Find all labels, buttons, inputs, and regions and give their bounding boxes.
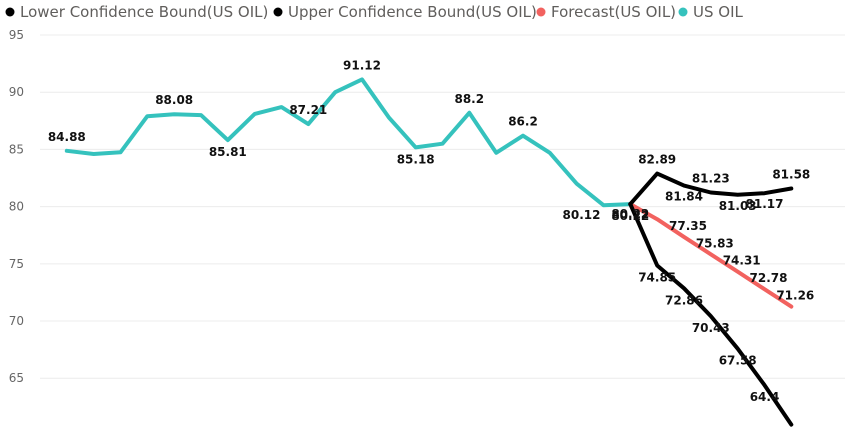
legend-marker-upper-bound bbox=[273, 7, 283, 17]
legend: Lower Confidence Bound(US OIL) Upper Con… bbox=[5, 3, 744, 21]
data-label: 77.35 bbox=[669, 219, 707, 233]
legend-marker-us-oil bbox=[678, 7, 688, 17]
data-label: 80.22 bbox=[611, 207, 649, 221]
data-label: 70.43 bbox=[692, 321, 730, 335]
data-label: 75.83 bbox=[696, 236, 734, 250]
legend-label-upper-bound: Upper Confidence Bound(US OIL) bbox=[288, 3, 537, 21]
legend-marker-lower-bound bbox=[5, 7, 15, 17]
y-tick-label: 95 bbox=[9, 28, 24, 42]
data-label: 81.84 bbox=[665, 190, 703, 204]
data-label: 81.17 bbox=[746, 197, 784, 211]
data-label: 84.88 bbox=[48, 130, 86, 144]
y-tick-label: 90 bbox=[9, 85, 24, 99]
y-tick-label: 65 bbox=[9, 371, 24, 385]
legend-label-forecast: Forecast(US OIL) bbox=[551, 3, 676, 21]
data-label: 85.18 bbox=[397, 152, 435, 166]
data-label: 80.22 bbox=[611, 209, 649, 223]
y-axis: 65 70 75 80 85 90 95 bbox=[9, 28, 24, 385]
data-label: 86.2 bbox=[508, 115, 538, 129]
data-label: 71.26 bbox=[776, 289, 814, 303]
series-line-us-oil[interactable] bbox=[64, 77, 633, 208]
y-tick-label: 80 bbox=[9, 200, 24, 214]
legend-label-us-oil: US OIL bbox=[693, 3, 743, 21]
gridlines bbox=[40, 34, 845, 379]
data-label: 85.81 bbox=[209, 145, 247, 159]
legend-item-forecast[interactable]: Forecast(US OIL) bbox=[536, 3, 677, 21]
data-label: 64.4 bbox=[750, 390, 780, 404]
data-label: 74.31 bbox=[723, 254, 761, 268]
data-label: 81.58 bbox=[772, 168, 810, 182]
series-line-lower-confidence-bound-us-oil[interactable] bbox=[628, 202, 794, 427]
data-label: 72.86 bbox=[665, 293, 703, 307]
data-label: 80.12 bbox=[563, 208, 601, 222]
data-labels: 80.2274.8572.8670.4367.5864.460.9582.898… bbox=[48, 58, 814, 404]
data-label: 67.58 bbox=[719, 354, 757, 368]
series-lines bbox=[64, 77, 794, 427]
data-label: 74.85 bbox=[638, 271, 676, 285]
legend-item-us-oil[interactable]: US OIL bbox=[678, 3, 744, 21]
data-label: 81.23 bbox=[692, 172, 730, 186]
data-label: 91.12 bbox=[343, 58, 381, 72]
y-tick-label: 75 bbox=[9, 257, 24, 271]
y-tick-label: 70 bbox=[9, 314, 24, 328]
data-label: 88.08 bbox=[155, 93, 193, 107]
data-label: 72.78 bbox=[750, 271, 788, 285]
data-label: 88.2 bbox=[454, 92, 484, 106]
legend-marker-forecast bbox=[536, 7, 546, 17]
series-line-upper-confidence-bound-us-oil[interactable] bbox=[628, 171, 794, 207]
legend-item-lower-bound[interactable]: Lower Confidence Bound(US OIL) bbox=[5, 3, 269, 21]
legend-label-lower-bound: Lower Confidence Bound(US OIL) bbox=[20, 3, 268, 21]
y-tick-label: 85 bbox=[9, 142, 24, 156]
legend-item-upper-bound[interactable]: Upper Confidence Bound(US OIL) bbox=[273, 3, 537, 21]
data-label: 87.21 bbox=[289, 103, 327, 117]
data-label: 81.03 bbox=[719, 199, 757, 213]
data-label: 82.89 bbox=[638, 153, 676, 167]
series-line-forecast-us-oil[interactable] bbox=[628, 202, 794, 309]
